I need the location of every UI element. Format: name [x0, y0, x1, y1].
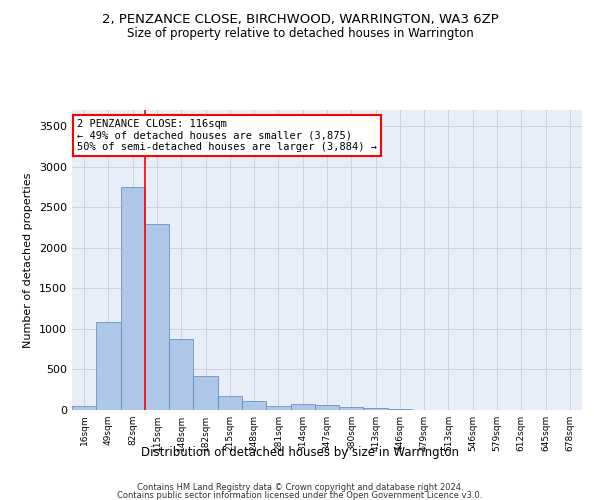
Bar	[145, 224, 169, 410]
Bar	[364, 408, 388, 410]
Bar	[315, 405, 339, 410]
Bar	[266, 406, 290, 410]
Text: Contains HM Land Registry data © Crown copyright and database right 2024.: Contains HM Land Registry data © Crown c…	[137, 483, 463, 492]
Bar	[218, 396, 242, 410]
Text: 2, PENZANCE CLOSE, BIRCHWOOD, WARRINGTON, WA3 6ZP: 2, PENZANCE CLOSE, BIRCHWOOD, WARRINGTON…	[101, 12, 499, 26]
Bar	[72, 406, 96, 410]
Bar	[169, 338, 193, 410]
Bar	[290, 404, 315, 410]
Bar	[121, 187, 145, 410]
Bar	[193, 376, 218, 410]
Text: Contains public sector information licensed under the Open Government Licence v3: Contains public sector information licen…	[118, 492, 482, 500]
Text: Distribution of detached houses by size in Warrington: Distribution of detached houses by size …	[141, 446, 459, 459]
Text: Size of property relative to detached houses in Warrington: Size of property relative to detached ho…	[127, 28, 473, 40]
Bar	[242, 402, 266, 410]
Text: 2 PENZANCE CLOSE: 116sqm
← 49% of detached houses are smaller (3,875)
50% of sem: 2 PENZANCE CLOSE: 116sqm ← 49% of detach…	[77, 119, 377, 152]
Y-axis label: Number of detached properties: Number of detached properties	[23, 172, 34, 348]
Bar	[388, 409, 412, 410]
Bar	[339, 407, 364, 410]
Bar	[96, 322, 121, 410]
